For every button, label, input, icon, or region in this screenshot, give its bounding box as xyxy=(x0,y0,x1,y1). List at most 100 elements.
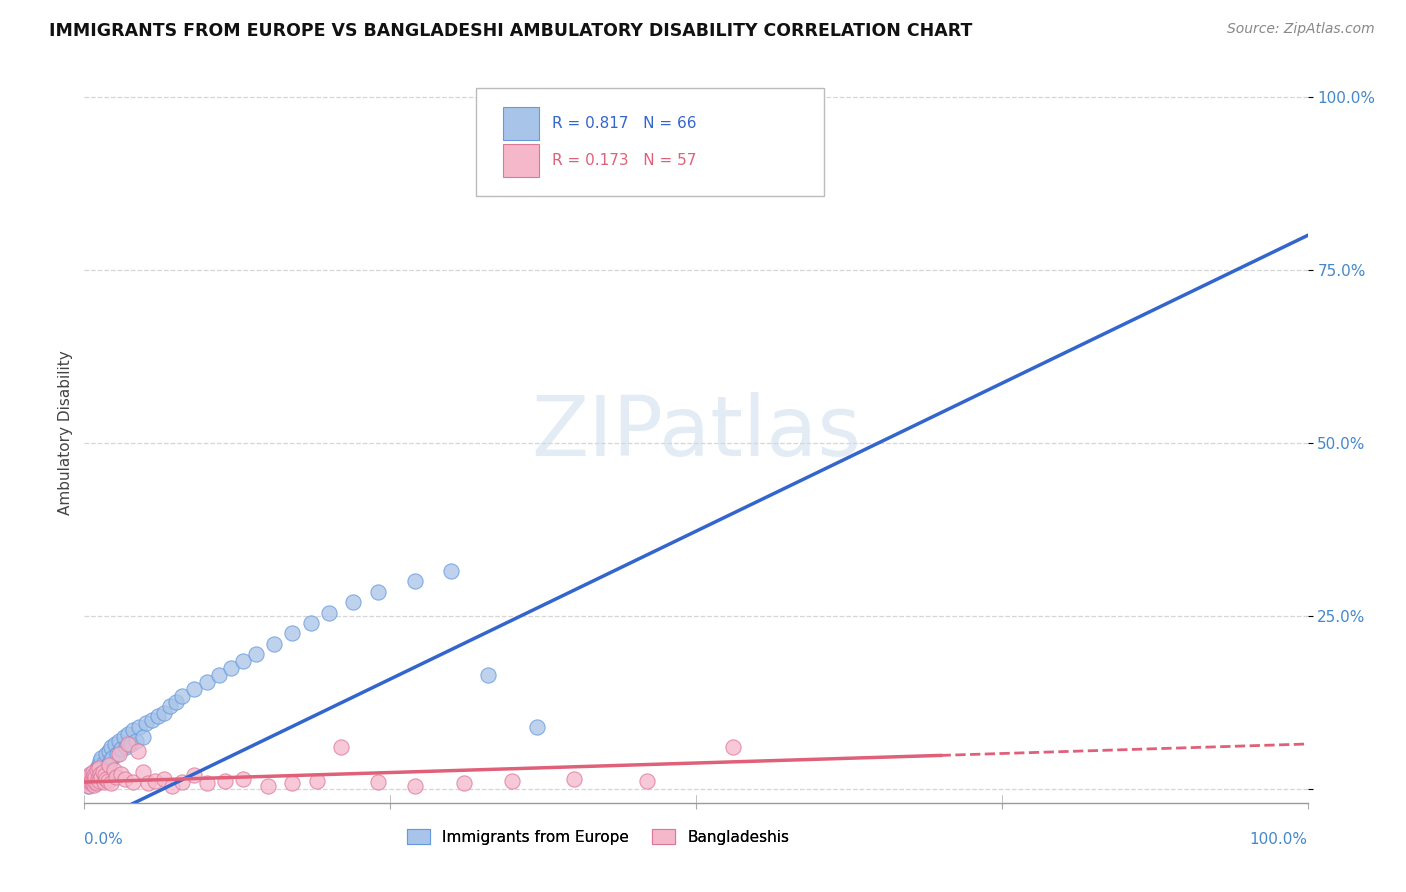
Point xyxy=(120,737,142,751)
Point xyxy=(87,766,110,780)
Point xyxy=(115,740,138,755)
Point xyxy=(281,626,304,640)
Point xyxy=(214,773,236,788)
Point xyxy=(91,764,114,779)
Y-axis label: Ambulatory Disability: Ambulatory Disability xyxy=(58,351,73,515)
Point xyxy=(195,674,218,689)
Point xyxy=(87,761,110,775)
Point xyxy=(103,763,125,777)
Point xyxy=(97,773,120,788)
Point xyxy=(83,778,105,792)
Point xyxy=(172,775,194,789)
Point xyxy=(330,740,353,755)
Point xyxy=(94,768,117,782)
Point xyxy=(82,766,104,780)
Point xyxy=(172,689,194,703)
Point xyxy=(100,740,122,755)
Point xyxy=(96,747,118,762)
Point xyxy=(79,766,101,780)
Point xyxy=(83,764,105,779)
Point xyxy=(110,766,132,780)
Point xyxy=(153,706,176,720)
Text: 0.0%: 0.0% xyxy=(84,832,124,847)
Point xyxy=(257,779,280,793)
Point xyxy=(477,667,499,681)
Point xyxy=(342,595,364,609)
Point xyxy=(153,772,176,786)
Point xyxy=(117,726,139,740)
Point xyxy=(87,770,110,784)
Point xyxy=(404,779,426,793)
FancyBboxPatch shape xyxy=(503,144,540,178)
Point xyxy=(79,775,101,789)
Text: IMMIGRANTS FROM EUROPE VS BANGLADESHI AMBULATORY DISABILITY CORRELATION CHART: IMMIGRANTS FROM EUROPE VS BANGLADESHI AM… xyxy=(49,22,973,40)
Point xyxy=(110,741,132,756)
Point xyxy=(79,768,101,782)
Point xyxy=(80,770,103,784)
Point xyxy=(83,768,105,782)
Point xyxy=(100,776,122,790)
Point xyxy=(80,772,103,786)
Point xyxy=(263,637,285,651)
Point xyxy=(82,773,104,788)
Point xyxy=(101,751,124,765)
Point xyxy=(87,773,110,788)
Point xyxy=(93,775,115,789)
Point xyxy=(97,757,120,772)
Point xyxy=(195,776,218,790)
Point xyxy=(143,773,166,788)
Point xyxy=(114,772,136,786)
Point xyxy=(77,779,100,793)
Point xyxy=(367,775,389,789)
Point xyxy=(219,661,242,675)
Point xyxy=(128,720,150,734)
Point xyxy=(86,761,108,775)
Point xyxy=(97,744,120,758)
Point xyxy=(77,779,100,793)
Point xyxy=(318,606,340,620)
Point xyxy=(112,730,135,744)
Point xyxy=(96,772,118,786)
Point xyxy=(132,764,155,779)
Point xyxy=(136,776,159,790)
Point xyxy=(84,770,107,784)
Point xyxy=(76,773,98,788)
Point xyxy=(80,775,103,789)
Point xyxy=(87,757,110,772)
Point xyxy=(107,747,129,762)
Point xyxy=(90,764,112,779)
Text: ZIPatlas: ZIPatlas xyxy=(531,392,860,473)
Point xyxy=(440,564,463,578)
Text: 100.0%: 100.0% xyxy=(1250,832,1308,847)
Point xyxy=(183,681,205,696)
Point xyxy=(165,696,187,710)
Point xyxy=(117,737,139,751)
Point xyxy=(526,720,548,734)
Point xyxy=(86,772,108,786)
FancyBboxPatch shape xyxy=(503,107,540,140)
Point xyxy=(127,744,149,758)
Point xyxy=(80,776,103,790)
Point xyxy=(281,776,304,790)
Point xyxy=(97,757,120,772)
Point xyxy=(146,709,169,723)
Point xyxy=(82,772,104,786)
Point xyxy=(77,776,100,790)
Point xyxy=(132,730,155,744)
Point xyxy=(90,751,112,765)
Point xyxy=(183,768,205,782)
Point xyxy=(105,770,128,784)
Point xyxy=(83,776,105,790)
Legend: Immigrants from Europe, Bangladeshis: Immigrants from Europe, Bangladeshis xyxy=(401,822,796,851)
Point xyxy=(77,770,100,784)
Point xyxy=(76,775,98,789)
Point xyxy=(208,667,231,681)
Point xyxy=(86,763,108,777)
Point xyxy=(232,654,254,668)
Text: R = 0.817   N = 66: R = 0.817 N = 66 xyxy=(551,116,696,130)
Point xyxy=(305,773,328,788)
Point xyxy=(453,776,475,790)
Point xyxy=(86,776,108,790)
Point xyxy=(84,768,107,782)
Point xyxy=(84,775,107,789)
